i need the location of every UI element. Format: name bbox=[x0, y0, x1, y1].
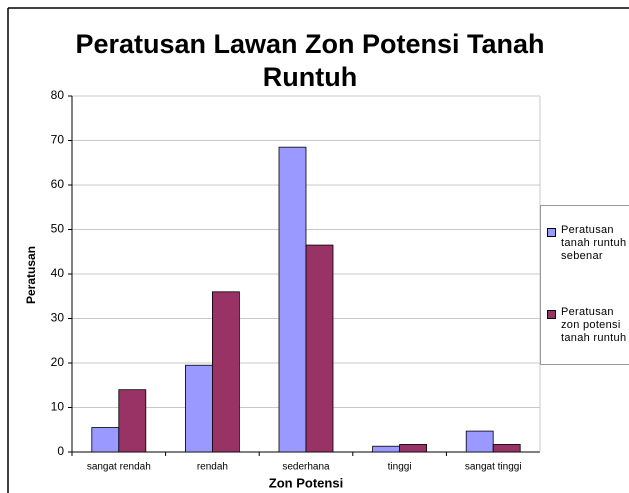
y-tick-label: 40 bbox=[51, 266, 65, 280]
x-tick-label: sangat tinggi bbox=[465, 462, 522, 473]
bar bbox=[91, 427, 120, 453]
legend-swatch bbox=[547, 228, 556, 237]
y-tick-label: 30 bbox=[51, 311, 65, 325]
legend-item: Peratusan tanah runtuh sebenar bbox=[547, 224, 629, 263]
bar bbox=[465, 430, 494, 453]
bar bbox=[492, 444, 521, 453]
y-tick-label: 50 bbox=[51, 222, 65, 236]
chart-title: Peratusan Lawan Zon Potensi Tanah Runtuh bbox=[75, 29, 545, 92]
bar bbox=[118, 389, 147, 453]
legend: Peratusan tanah runtuh sebenar Peratusan … bbox=[540, 205, 629, 365]
legend-item: Peratusan zon potensi tanah runtuh bbox=[547, 306, 629, 345]
x-tick-label: rendah bbox=[197, 462, 228, 473]
y-tick-label: 60 bbox=[51, 177, 65, 191]
bar bbox=[184, 364, 213, 453]
legend-label: Peratusan tanah runtuh sebenar bbox=[561, 224, 627, 262]
x-tick-label: sangat rendah bbox=[87, 462, 151, 473]
y-tick-label: 80 bbox=[51, 88, 65, 102]
x-tick-label: tinggi bbox=[388, 462, 412, 473]
y-tick-label: 10 bbox=[51, 400, 65, 414]
x-axis-label: Zon Potensi bbox=[269, 475, 343, 490]
y-axis-label: Peratusan bbox=[24, 246, 38, 304]
y-tick-label: 70 bbox=[51, 133, 65, 147]
y-tick-label: 0 bbox=[57, 444, 64, 458]
bar bbox=[305, 244, 334, 453]
legend-swatch bbox=[547, 310, 556, 319]
y-tick-label: 20 bbox=[51, 355, 65, 369]
bar bbox=[372, 445, 401, 453]
bar bbox=[278, 146, 307, 453]
bar bbox=[399, 444, 428, 453]
legend-label: Peratusan zon potensi tanah runtuh bbox=[561, 306, 627, 344]
x-tick-label: sederhana bbox=[282, 462, 330, 473]
bar bbox=[211, 291, 240, 453]
